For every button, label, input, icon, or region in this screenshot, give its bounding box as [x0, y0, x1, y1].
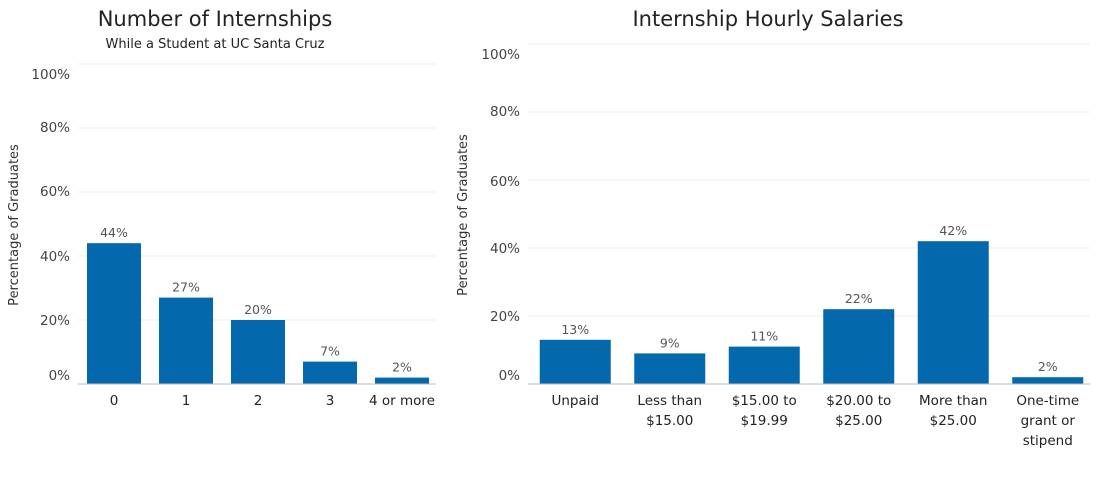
chart2-bar: [823, 309, 895, 384]
chart1-data-label: 7%: [320, 344, 340, 359]
chart1-category-label: 0: [110, 393, 119, 409]
chart1-y-ticks: 0% 20% 40% 60% 80% 100%: [31, 67, 70, 384]
chart1-y-tick-label: 60%: [40, 184, 70, 200]
chart2-category-label: stipend: [1023, 433, 1073, 449]
chart2-category-label: One-time: [1016, 393, 1079, 409]
chart2-bar: [917, 241, 989, 384]
chart2-data-label: 11%: [750, 329, 778, 344]
chart1-subtitle: While a Student at UC Santa Cruz: [106, 37, 325, 52]
chart1-bar: [231, 320, 285, 384]
chart1-category-label: 2: [254, 393, 263, 409]
chart2-data-labels: 13% 9% 11% 22% 42% 2%: [561, 223, 1057, 374]
chart2-category-labels: Unpaid Less than $15.00 $15.00 to $19.99 $20.…: [551, 393, 1079, 449]
chart-internship-hourly-salaries: Internship Hourly Salaries Percentage of…: [456, 7, 1090, 449]
chart2-y-tick-label: 40%: [490, 241, 520, 257]
chart1-data-label: 44%: [100, 225, 128, 240]
chart2-y-tick-label: 20%: [490, 309, 520, 325]
chart2-data-label: 42%: [939, 223, 967, 238]
chart2-y-ticks: 0% 20% 40% 60% 80% 100%: [481, 47, 520, 384]
chart1-data-label: 20%: [244, 302, 272, 317]
chart1-category-label: 4 or more: [369, 393, 435, 409]
chart1-data-label: 2%: [392, 360, 412, 375]
chart2-category-label: $25.00: [930, 413, 977, 429]
chart1-y-tick-label: 100%: [31, 67, 70, 83]
chart2-bars: [539, 241, 1084, 384]
chart2-category-label: $15.00: [646, 413, 693, 429]
chart1-y-tick-label: 0%: [49, 368, 71, 384]
chart1-bar: [375, 377, 429, 384]
chart-number-of-internships: Number of Internships While a Student at…: [7, 7, 436, 409]
chart2-bar: [728, 346, 800, 384]
chart1-category-labels: 0 1 2 3 4 or more: [110, 393, 435, 409]
chart1-y-tick-label: 20%: [40, 313, 70, 329]
chart2-category-label: grant or: [1021, 413, 1076, 429]
chart2-bar: [539, 339, 611, 384]
chart1-bars: [87, 243, 429, 384]
chart2-category-label: Less than: [637, 393, 702, 409]
chart2-data-label: 13%: [561, 322, 589, 337]
chart2-y-tick-label: 80%: [490, 104, 520, 120]
chart2-category-label: Unpaid: [551, 393, 599, 409]
chart2-category-label: $19.99: [741, 413, 788, 429]
chart2-data-label: 2%: [1038, 359, 1058, 374]
chart1-title: Number of Internships: [98, 7, 333, 31]
chart2-bar: [634, 353, 706, 384]
chart2-category-label: $25.00: [835, 413, 882, 429]
chart2-gridlines: [528, 43, 1090, 317]
chart2-bar: [1012, 377, 1084, 384]
chart1-y-axis-label: Percentage of Graduates: [7, 144, 22, 306]
chart2-data-label: 22%: [845, 291, 873, 306]
chart1-y-tick-label: 40%: [40, 249, 70, 265]
chart2-y-tick-label: 60%: [490, 174, 520, 190]
chart1-bar: [303, 361, 357, 384]
chart2-category-label: More than: [919, 393, 987, 409]
chart1-category-label: 1: [182, 393, 191, 409]
chart1-category-label: 3: [326, 393, 335, 409]
chart1-bar: [87, 243, 141, 384]
chart2-data-label: 9%: [660, 335, 680, 350]
chart2-y-axis-label: Percentage of Graduates: [456, 134, 471, 296]
chart1-data-labels: 44% 27% 20% 7% 2%: [100, 225, 412, 374]
chart2-category-label: $15.00 to: [732, 393, 797, 409]
chart1-y-tick-label: 80%: [40, 120, 70, 136]
chart1-data-label: 27%: [172, 280, 200, 295]
chart2-y-tick-label: 0%: [499, 368, 521, 384]
chart2-title: Internship Hourly Salaries: [632, 7, 903, 31]
chart2-category-label: $20.00 to: [826, 393, 891, 409]
chart2-y-tick-label: 100%: [481, 47, 520, 63]
chart1-bar: [159, 297, 213, 384]
